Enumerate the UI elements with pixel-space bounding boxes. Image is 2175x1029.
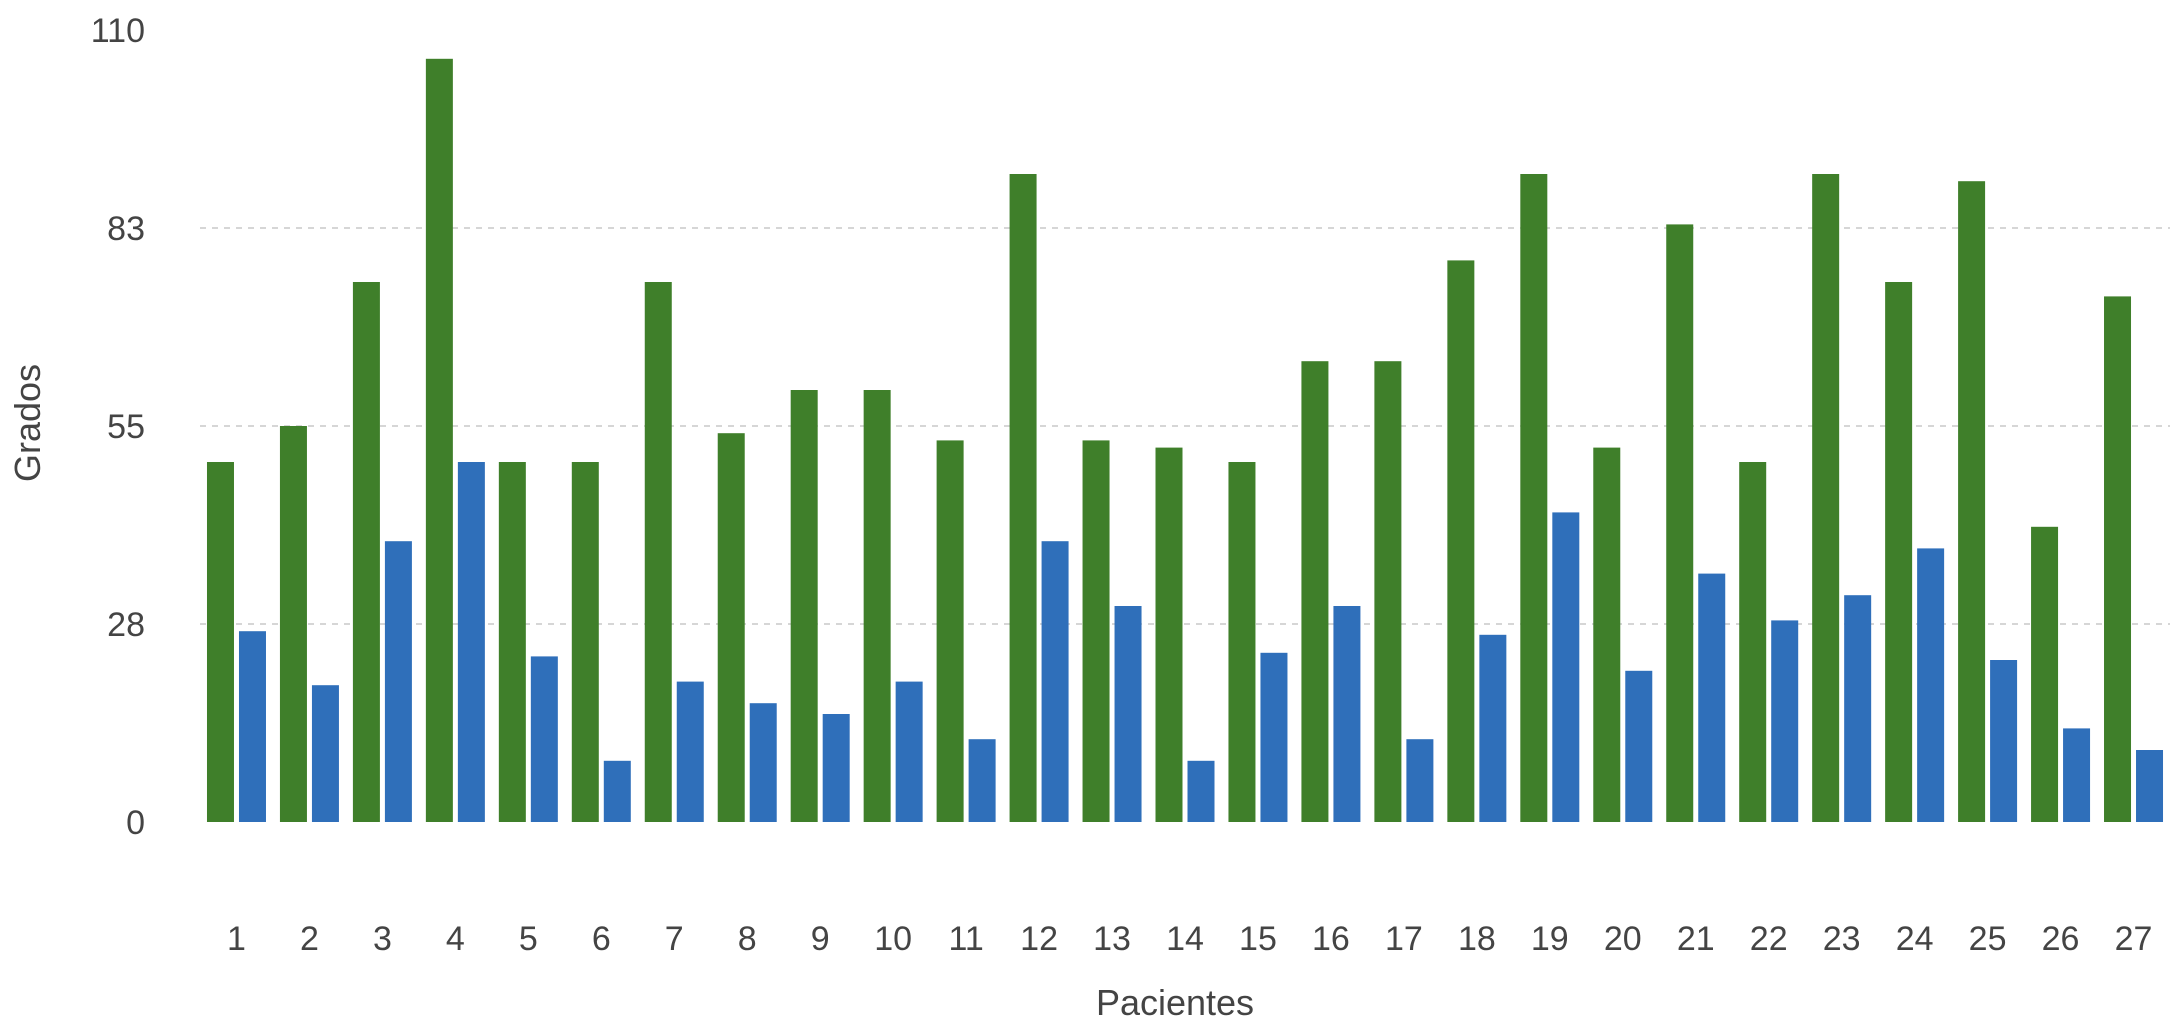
y-tick-label: 0 [126,804,145,842]
bar-series-1-18 [1447,260,1475,822]
bar-series-2-3 [384,541,412,822]
bar-series-1-15 [1228,462,1256,822]
bar-series-1-1 [206,462,234,822]
x-tick-label: 22 [1750,920,1788,958]
bar-series-1-26 [2031,526,2059,822]
x-axis-ticks: 1 2 3 4 5 6 7 8 9 10 11 12 13 14 15 16 17 18 19 20 21 22 23 24 2… [227,920,2152,958]
x-tick-label: 18 [1458,920,1496,958]
bar-series-2-20 [1625,670,1653,822]
bar-series-2-25 [1990,660,2018,822]
bar-series-2-24 [1917,548,1945,822]
y-axis-ticks: 0 28 55 83 110 [91,12,145,842]
x-tick-label: 12 [1020,920,1058,958]
bar-series-1-6 [571,462,599,822]
y-tick-label: 83 [107,210,145,248]
bar-series-2-2 [311,685,339,822]
x-tick-label: 21 [1677,920,1715,958]
x-tick-label: 17 [1385,920,1423,958]
bar-series-1-5 [498,462,526,822]
x-tick-label: 19 [1531,920,1569,958]
x-tick-label: 3 [373,920,392,958]
bar-series-1-7 [644,282,672,822]
bar-series-2-27 [2136,750,2164,822]
bar-series-1-27 [2104,296,2132,822]
x-tick-label: 6 [592,920,611,958]
bar-series-2-1 [238,631,266,822]
bar-series-1-19 [1520,174,1548,822]
x-tick-label: 23 [1823,920,1861,958]
x-tick-label: 10 [874,920,912,958]
bar-series-2-15 [1260,652,1288,822]
bar-series-2-13 [1114,606,1142,822]
bar-series-2-12 [1041,541,1069,822]
x-tick-label: 4 [446,920,465,958]
bar-series-2-14 [1187,760,1215,822]
y-tick-label: 28 [107,606,145,644]
x-tick-label: 8 [738,920,757,958]
bar-series-2-16 [1333,606,1361,822]
x-tick-label: 26 [2042,920,2080,958]
x-tick-label: 9 [811,920,830,958]
x-tick-label: 5 [519,920,538,958]
bar-series-2-18 [1479,634,1507,822]
x-tick-label: 16 [1312,920,1350,958]
x-tick-label: 20 [1604,920,1642,958]
bar-series-2-5 [530,656,558,822]
bar-series-1-24 [1885,282,1913,822]
x-tick-label: 14 [1166,920,1204,958]
x-tick-label: 2 [300,920,319,958]
x-tick-label: 25 [1969,920,2007,958]
bar-series-1-10 [863,390,891,822]
y-tick-label: 55 [107,408,145,446]
bar-series-1-17 [1374,361,1402,822]
x-axis-title: Pacientes [1096,982,1254,1023]
bar-series-2-8 [749,703,777,822]
bar-series-1-25 [1958,181,1986,822]
x-tick-label: 27 [2115,920,2153,958]
bar-series-2-11 [968,739,996,822]
bar-series-2-21 [1698,573,1726,822]
x-tick-label: 13 [1093,920,1131,958]
bar-series-2-23 [1844,595,1872,822]
x-tick-label: 7 [665,920,684,958]
bar-series-1-21 [1666,224,1694,822]
bar-series-1-23 [1812,174,1840,822]
x-tick-label: 24 [1896,920,1934,958]
bar-series-1-22 [1739,462,1767,822]
bar-series-1-16 [1301,361,1329,822]
bar-series-2-26 [2063,728,2091,822]
bar-series-1-12 [1009,174,1037,822]
bar-series-1-4 [425,58,453,823]
gridlines [200,227,2170,625]
bar-series-2-7 [676,681,704,822]
bars [206,58,2164,823]
bar-series-1-14 [1155,447,1183,822]
bar-series-2-4 [457,462,485,822]
bar-series-1-20 [1593,447,1621,822]
x-tick-label: 11 [948,920,983,958]
x-tick-label: 1 [227,920,246,958]
bar-series-1-11 [936,440,964,822]
bar-series-1-9 [790,390,818,822]
bar-series-2-19 [1552,512,1580,822]
bar-series-2-10 [895,681,923,822]
y-tick-label: 110 [91,12,145,50]
bar-series-2-6 [603,760,631,822]
bar-series-1-13 [1082,440,1110,822]
bar-series-1-2 [279,426,307,822]
x-tick-label: 15 [1239,920,1277,958]
bar-series-2-17 [1406,739,1434,822]
bar-series-2-9 [822,714,850,822]
bar-series-1-3 [352,282,380,822]
bar-series-1-8 [717,433,745,822]
y-axis-title: Grados [7,364,48,482]
bar-series-2-22 [1771,620,1799,822]
